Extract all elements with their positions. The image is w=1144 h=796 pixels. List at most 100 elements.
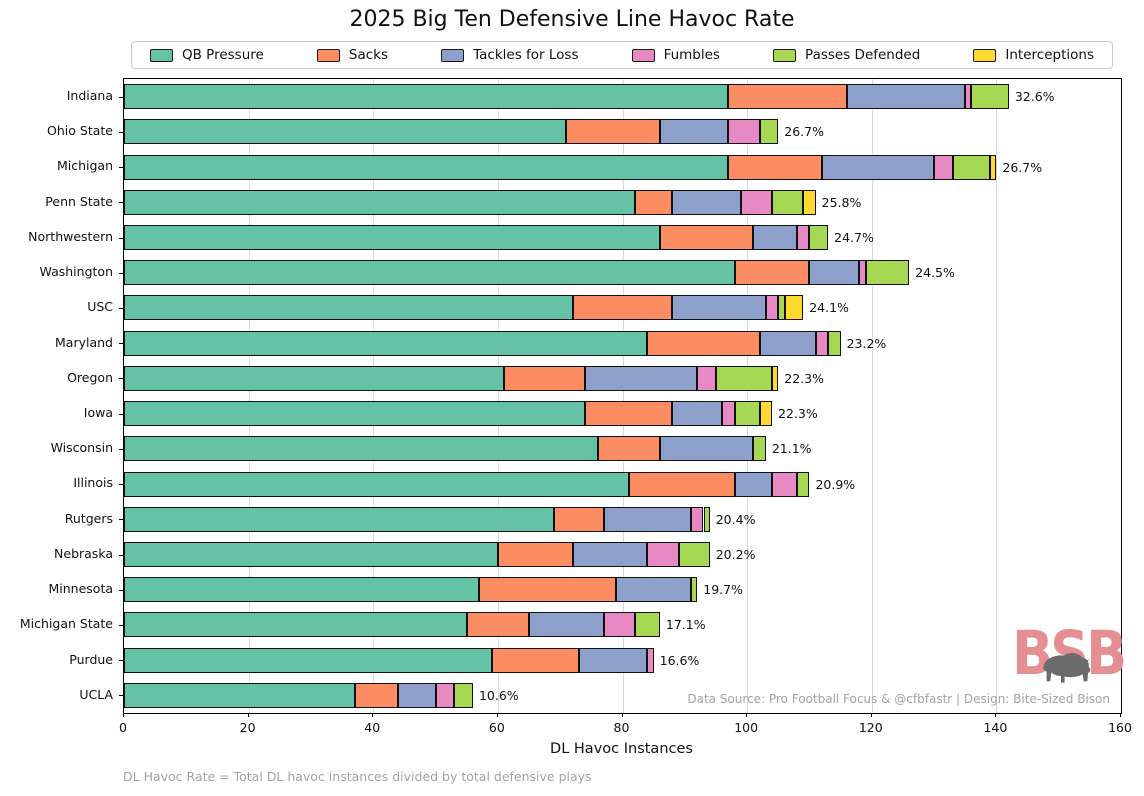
x-tick-mark — [621, 713, 623, 717]
source-credit: Data Source: Pro Football Focus & @cfbfa… — [687, 692, 1110, 706]
legend-swatch — [973, 48, 997, 62]
bar-segment-fumbles — [722, 401, 735, 427]
legend-swatch — [441, 48, 465, 62]
bar-row: 24.1% — [124, 295, 1121, 321]
bar-segment-passes-defended — [454, 682, 473, 708]
bar-segment-passes-defended — [734, 401, 760, 427]
bar-segment-tackles-for-loss — [603, 506, 692, 532]
bar-row: 20.4% — [124, 506, 1121, 532]
bar-segment-tackles-for-loss — [821, 154, 935, 180]
bar-segment-tackles-for-loss — [529, 612, 604, 638]
y-axis-label: Purdue — [69, 651, 113, 667]
bar-segment-tackles-for-loss — [672, 401, 723, 427]
plot-area: 32.6% 26.7% 26.7% 25.8% 24.7% 24.5% 24.1% 23.2%… — [119, 78, 1122, 714]
y-tick-mark — [119, 131, 124, 133]
bar-segment-sacks — [634, 189, 673, 215]
bar-segment-fumbles — [859, 260, 866, 286]
bar-segment-fumbles — [691, 506, 704, 532]
y-axis-label: Penn State — [45, 193, 113, 209]
bar-segment-passes-defended — [753, 436, 766, 462]
bar-segment-sacks — [553, 506, 604, 532]
x-tick-mark — [746, 713, 748, 717]
bar-row: 20.2% — [124, 542, 1121, 567]
x-tick-mark — [372, 713, 374, 717]
bar-segment-sacks — [585, 401, 673, 427]
bar-segment-tackles-for-loss — [572, 542, 648, 567]
bar-segment-passes-defended — [691, 577, 698, 603]
y-tick-mark — [119, 96, 124, 98]
y-axis-label: USC — [87, 299, 113, 315]
y-axis-label: Rutgers — [64, 510, 113, 526]
y-axis-label: UCLA — [79, 686, 113, 702]
bar-segment-sacks — [497, 542, 573, 567]
bar-segment-fumbles — [934, 154, 953, 180]
y-axis-label: Michigan — [56, 158, 113, 174]
bar-segment-sacks — [466, 612, 530, 638]
bar-segment-passes-defended — [715, 365, 773, 391]
bar-value-label: 24.1% — [809, 300, 849, 316]
bar-segment-interceptions — [772, 365, 779, 391]
x-tick-mark — [870, 713, 872, 717]
bar-value-label: 22.3% — [778, 406, 818, 422]
bar-segment-tackles-for-loss — [398, 682, 436, 708]
bar-segment-qb-pressure — [124, 84, 729, 110]
bar-value-label: 20.4% — [715, 511, 756, 527]
x-tick-mark — [1120, 713, 1121, 717]
legend-item: QB Pressure — [150, 47, 264, 63]
bar-segment-tackles-for-loss — [659, 436, 754, 462]
y-tick-mark — [119, 413, 124, 415]
bar-segment-fumbles — [815, 330, 829, 356]
bar-segment-qb-pressure — [124, 295, 573, 321]
bar-segment-sacks — [572, 295, 673, 321]
bar-segment-passes-defended — [796, 471, 810, 497]
footnote: DL Havoc Rate = Total DL havoc instances… — [123, 769, 592, 784]
bar-value-label: 32.6% — [1014, 89, 1055, 105]
y-axis-label: Iowa — [83, 405, 113, 420]
bar-segment-sacks — [597, 436, 660, 462]
bar-row: 24.5% — [124, 260, 1121, 286]
bar-row: 26.7% — [124, 119, 1121, 145]
bar-segment-tackles-for-loss — [659, 119, 729, 145]
x-tick-label: 60 — [488, 720, 505, 735]
x-tick-label: 40 — [364, 720, 381, 735]
gridline — [996, 79, 998, 713]
bar-value-label: 25.8% — [821, 194, 862, 210]
bar-segment-passes-defended — [678, 542, 710, 567]
bar-row: 17.1% — [124, 612, 1121, 638]
bar-segment-tackles-for-loss — [759, 330, 816, 356]
bar-segment-fumbles — [697, 365, 716, 391]
bar-segment-tackles-for-loss — [578, 647, 648, 673]
gridline — [497, 79, 499, 713]
bar-segment-passes-defended — [778, 295, 785, 321]
legend-swatch — [631, 48, 655, 62]
x-tick-label: 160 — [1108, 720, 1132, 735]
bar-segment-fumbles — [772, 471, 797, 497]
y-tick-mark — [119, 519, 124, 521]
bar-segment-fumbles — [647, 647, 654, 673]
gridline — [622, 79, 624, 713]
y-tick-mark — [119, 589, 124, 591]
bar-segment-qb-pressure — [124, 401, 586, 427]
legend-label: Tackles for Loss — [473, 47, 579, 63]
y-tick-mark — [119, 624, 124, 626]
y-axis-label: Oregon — [67, 369, 113, 385]
bar-segment-sacks — [728, 154, 822, 180]
bar-segment-tackles-for-loss — [809, 260, 860, 286]
bar-segment-tackles-for-loss — [672, 189, 741, 215]
legend: QB Pressure Sacks Tackles for Loss Fumbles P… — [131, 41, 1113, 69]
bar-segment-qb-pressure — [124, 612, 467, 638]
y-axis-label: Wisconsin — [50, 440, 113, 456]
legend-item: Fumbles — [631, 47, 720, 63]
bar-segment-qb-pressure — [124, 506, 554, 532]
bar-value-label: 24.5% — [915, 265, 955, 281]
gridline — [747, 79, 749, 713]
x-tick-mark — [496, 713, 498, 717]
bar-segment-sacks — [491, 647, 579, 673]
bar-value-label: 10.6% — [478, 687, 519, 703]
y-tick-mark — [119, 448, 124, 450]
bar-row: 20.9% — [124, 471, 1121, 497]
bar-segment-qb-pressure — [124, 154, 729, 180]
bar-segment-sacks — [734, 260, 810, 286]
bar-segment-fumbles — [603, 612, 635, 638]
